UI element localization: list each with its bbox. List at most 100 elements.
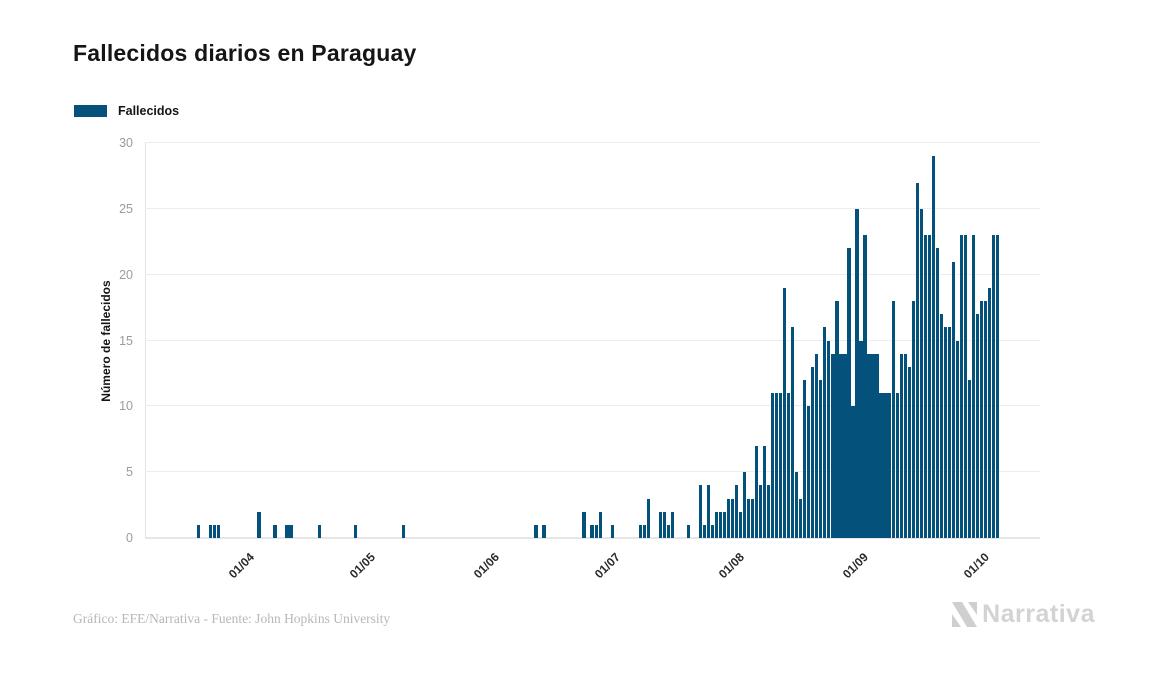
bar	[919, 208, 923, 538]
x-tick-label: 01/07	[591, 550, 623, 582]
bar	[883, 393, 887, 538]
bar	[771, 393, 775, 538]
x-tick-label: 01/09	[840, 550, 872, 582]
bar	[686, 524, 691, 538]
bar	[751, 498, 755, 538]
bar	[582, 511, 586, 538]
bar	[815, 353, 819, 538]
bar	[710, 524, 715, 538]
bar	[738, 511, 743, 538]
legend: Fallecidos	[74, 104, 179, 118]
bar	[743, 472, 747, 538]
bar	[594, 524, 598, 538]
bar	[791, 327, 795, 538]
bar	[726, 498, 731, 538]
bar	[983, 301, 987, 538]
bar	[803, 380, 807, 538]
bar	[273, 524, 277, 538]
bar	[213, 524, 217, 538]
bar	[955, 340, 959, 538]
y-tick-label: 30	[119, 136, 133, 150]
bar	[289, 524, 293, 538]
bar	[209, 524, 213, 538]
bar	[927, 235, 931, 538]
bar	[847, 248, 851, 538]
bar	[257, 511, 261, 538]
y-tick-label: 15	[119, 333, 133, 348]
bar	[534, 524, 538, 538]
x-tick: 01/08	[145, 550, 747, 581]
bar	[795, 472, 799, 538]
bar	[855, 208, 859, 538]
bar	[646, 498, 650, 538]
bar	[401, 524, 406, 538]
bar	[931, 156, 935, 538]
bar	[843, 353, 847, 538]
bar	[831, 353, 835, 538]
bar	[895, 393, 899, 538]
bar	[666, 524, 670, 538]
bar	[642, 524, 646, 538]
bar	[197, 524, 201, 538]
x-axis-line	[145, 537, 1040, 539]
bar	[863, 235, 867, 538]
x-tick: 01/06	[145, 550, 502, 581]
bar	[285, 524, 289, 538]
bar	[891, 301, 895, 538]
bar	[598, 511, 602, 538]
bar	[935, 248, 939, 538]
bar	[975, 314, 979, 538]
bar	[995, 235, 1000, 538]
y-tick-label: 20	[119, 267, 133, 282]
bar	[839, 353, 843, 538]
x-tick: 01/09	[145, 550, 871, 581]
bar	[759, 485, 763, 538]
gridline	[145, 273, 1040, 275]
bar	[783, 287, 787, 538]
bar	[590, 524, 594, 538]
bar	[903, 353, 907, 538]
x-tick: 01/04	[145, 550, 257, 581]
bar	[779, 393, 783, 538]
bar	[871, 353, 875, 538]
bar	[923, 235, 927, 538]
bar	[879, 393, 883, 538]
bar	[887, 393, 891, 538]
gridline	[145, 142, 1040, 143]
bar	[353, 524, 357, 538]
bar	[939, 314, 943, 538]
bar	[851, 406, 855, 538]
bar	[811, 366, 815, 538]
bar	[787, 393, 791, 538]
bar	[971, 235, 975, 538]
bar	[915, 182, 919, 538]
y-tick-label: 10	[119, 399, 133, 414]
bar	[991, 235, 996, 538]
legend-swatch	[74, 105, 107, 117]
bar	[911, 301, 915, 538]
bar	[799, 498, 803, 538]
bar	[763, 445, 767, 538]
bar	[706, 485, 711, 538]
x-tick-label: 01/05	[346, 550, 378, 582]
bar	[947, 327, 951, 538]
bar	[755, 445, 759, 538]
bar	[979, 301, 983, 538]
bar	[823, 327, 827, 538]
y-tick-label: 0	[126, 531, 133, 545]
bar	[638, 524, 642, 538]
bar	[775, 393, 779, 538]
source-credit: Gráfico: EFE/Narrativa - Fuente: John Ho…	[73, 611, 391, 626]
chart-plot: Número de fallecidos 0 5 10 15 20 25 30 01/04 01…	[99, 136, 1040, 581]
x-tick-label: 01/04	[226, 550, 258, 582]
legend-label: Fallecidos	[118, 104, 180, 118]
bar	[987, 287, 992, 538]
bar	[730, 498, 735, 538]
bar	[959, 235, 963, 538]
bar	[963, 235, 967, 538]
x-tick-label: 01/06	[470, 550, 503, 582]
x-tick-label: 01/10	[960, 550, 992, 582]
bar	[767, 485, 771, 538]
bar	[835, 301, 839, 538]
